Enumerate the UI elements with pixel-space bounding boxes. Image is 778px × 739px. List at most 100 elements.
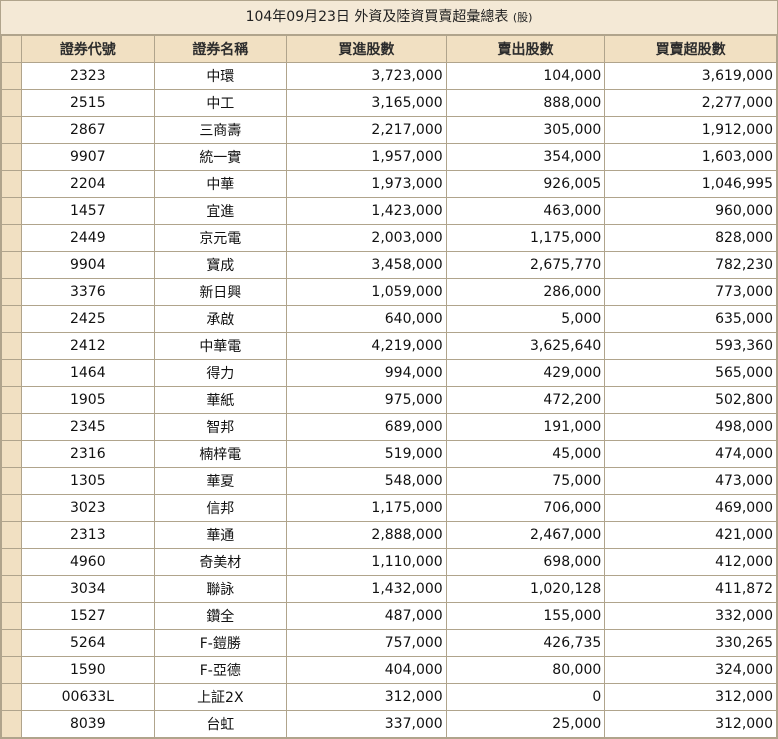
table-row: 1464 得力 994,000 429,000 565,000 xyxy=(0,359,777,387)
cell-buy: 2,003,000 xyxy=(286,224,447,252)
cell-code: 2345 xyxy=(21,413,155,441)
cell-sell: 429,000 xyxy=(445,359,606,387)
row-gutter xyxy=(0,116,23,144)
cell-net: 411,872 xyxy=(604,575,777,603)
table-row: 1457 宜進 1,423,000 463,000 960,000 xyxy=(0,197,777,225)
row-gutter xyxy=(0,629,23,657)
table-row: 2323 中環 3,723,000 104,000 3,619,000 xyxy=(0,62,777,90)
cell-sell: 5,000 xyxy=(445,305,606,333)
cell-net: 960,000 xyxy=(604,197,777,225)
row-gutter xyxy=(0,494,23,522)
table-row: 8039 台虹 337,000 25,000 312,000 xyxy=(0,710,777,738)
table-row: 9904 寶成 3,458,000 2,675,770 782,230 xyxy=(0,251,777,279)
cell-name: 台虹 xyxy=(153,710,288,738)
cell-buy: 548,000 xyxy=(286,467,447,495)
cell-name: 聯詠 xyxy=(153,575,288,603)
cell-buy: 3,458,000 xyxy=(286,251,447,279)
cell-sell: 0 xyxy=(445,683,606,711)
table-row: 2515 中工 3,165,000 888,000 2,277,000 xyxy=(0,89,777,117)
cell-buy: 1,175,000 xyxy=(286,494,447,522)
table-header-row: 證券代號 證券名稱 買進股數 賣出股數 買賣超股數 xyxy=(0,35,777,63)
cell-net: 782,230 xyxy=(604,251,777,279)
cell-net: 1,912,000 xyxy=(604,116,777,144)
cell-buy: 1,423,000 xyxy=(286,197,447,225)
table-row: 2204 中華 1,973,000 926,005 1,046,995 xyxy=(0,170,777,198)
cell-buy: 1,957,000 xyxy=(286,143,447,171)
cell-net: 1,046,995 xyxy=(604,170,777,198)
cell-net: 473,000 xyxy=(604,467,777,495)
header-buy[interactable]: 買進股數 xyxy=(286,35,447,63)
table-row: 2412 中華電 4,219,000 3,625,640 593,360 xyxy=(0,332,777,360)
cell-code: 1457 xyxy=(21,197,155,225)
cell-sell: 3,625,640 xyxy=(445,332,606,360)
cell-buy: 1,110,000 xyxy=(286,548,447,576)
header-gutter xyxy=(0,35,23,63)
cell-buy: 4,219,000 xyxy=(286,332,447,360)
cell-net: 773,000 xyxy=(604,278,777,306)
net-buy-sell-table: 證券代號 證券名稱 買進股數 賣出股數 買賣超股數 2323 中環 3,723,00… xyxy=(0,35,777,738)
cell-code: 9907 xyxy=(21,143,155,171)
cell-name: 中華 xyxy=(153,170,288,198)
cell-code: 1305 xyxy=(21,467,155,495)
cell-name: F-亞德 xyxy=(153,656,288,684)
row-gutter xyxy=(0,602,23,630)
cell-buy: 640,000 xyxy=(286,305,447,333)
cell-net: 330,265 xyxy=(604,629,777,657)
cell-sell: 926,005 xyxy=(445,170,606,198)
table-row: 2345 智邦 689,000 191,000 498,000 xyxy=(0,413,777,441)
cell-name: 鑽全 xyxy=(153,602,288,630)
cell-sell: 472,200 xyxy=(445,386,606,414)
report-title: 104年09月23日 外資及陸資買賣超彙總表 (股) xyxy=(1,1,777,35)
cell-sell: 1,175,000 xyxy=(445,224,606,252)
report-title-unit: (股) xyxy=(512,11,533,24)
cell-buy: 689,000 xyxy=(286,413,447,441)
table-row: 5264 F-鎧勝 757,000 426,735 330,265 xyxy=(0,629,777,657)
cell-net: 421,000 xyxy=(604,521,777,549)
cell-sell: 463,000 xyxy=(445,197,606,225)
cell-buy: 1,432,000 xyxy=(286,575,447,603)
report-title-text: 104年09月23日 外資及陸資買賣超彙總表 xyxy=(245,9,509,25)
cell-net: 2,277,000 xyxy=(604,89,777,117)
row-gutter xyxy=(0,548,23,576)
row-gutter xyxy=(0,278,23,306)
cell-net: 1,603,000 xyxy=(604,143,777,171)
table-row: 1527 鑽全 487,000 155,000 332,000 xyxy=(0,602,777,630)
cell-buy: 519,000 xyxy=(286,440,447,468)
cell-net: 828,000 xyxy=(604,224,777,252)
table-row: 4960 奇美材 1,110,000 698,000 412,000 xyxy=(0,548,777,576)
cell-code: 3023 xyxy=(21,494,155,522)
row-gutter xyxy=(0,710,23,738)
cell-name: 智邦 xyxy=(153,413,288,441)
cell-name: 中工 xyxy=(153,89,288,117)
cell-sell: 2,467,000 xyxy=(445,521,606,549)
cell-sell: 426,735 xyxy=(445,629,606,657)
cell-code: 1905 xyxy=(21,386,155,414)
header-code[interactable]: 證券代號 xyxy=(21,35,155,63)
cell-code: 1590 xyxy=(21,656,155,684)
header-net[interactable]: 買賣超股數 xyxy=(604,35,777,63)
row-gutter xyxy=(0,332,23,360)
table-row: 3023 信邦 1,175,000 706,000 469,000 xyxy=(0,494,777,522)
cell-sell: 706,000 xyxy=(445,494,606,522)
header-name[interactable]: 證券名稱 xyxy=(153,35,288,63)
cell-net: 412,000 xyxy=(604,548,777,576)
table-row: 9907 統一實 1,957,000 354,000 1,603,000 xyxy=(0,143,777,171)
row-gutter xyxy=(0,413,23,441)
cell-name: 華紙 xyxy=(153,386,288,414)
row-gutter xyxy=(0,89,23,117)
table-row: 3034 聯詠 1,432,000 1,020,128 411,872 xyxy=(0,575,777,603)
cell-code: 1527 xyxy=(21,602,155,630)
row-gutter xyxy=(0,359,23,387)
table-row: 2449 京元電 2,003,000 1,175,000 828,000 xyxy=(0,224,777,252)
cell-name: 華通 xyxy=(153,521,288,549)
cell-code: 2204 xyxy=(21,170,155,198)
row-gutter xyxy=(0,305,23,333)
cell-code: 3034 xyxy=(21,575,155,603)
cell-sell: 191,000 xyxy=(445,413,606,441)
header-sell[interactable]: 賣出股數 xyxy=(445,35,606,63)
cell-buy: 1,973,000 xyxy=(286,170,447,198)
cell-name: 楠梓電 xyxy=(153,440,288,468)
cell-buy: 404,000 xyxy=(286,656,447,684)
row-gutter xyxy=(0,197,23,225)
